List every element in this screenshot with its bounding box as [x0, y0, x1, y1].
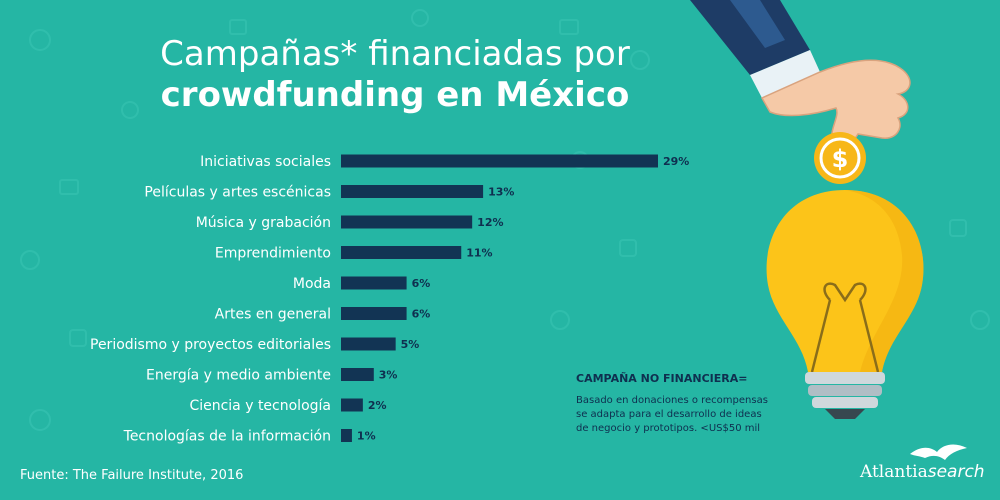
- bar: [341, 368, 374, 381]
- light-bulb-icon: [766, 190, 924, 419]
- value-label: 12%: [477, 216, 503, 229]
- category-label: Tecnologías de la información: [123, 429, 331, 445]
- bar: [341, 246, 462, 259]
- logo-part-2: search: [927, 462, 985, 482]
- value-label: 6%: [412, 308, 431, 321]
- dollar-coin-icon: $: [814, 132, 866, 184]
- value-label: 13%: [488, 186, 514, 199]
- note-line-3: de negocio y prototipos. <US$50 mil: [576, 423, 761, 434]
- category-label: Películas y artes escénicas: [144, 185, 331, 201]
- value-label: 29%: [663, 155, 689, 168]
- category-label: Ciencia y tecnología: [189, 398, 331, 414]
- value-label: 1%: [357, 430, 376, 443]
- note-line-2: se adapta para el desarrollo de ideas: [576, 409, 762, 420]
- source-credit: Fuente: The Failure Institute, 2016: [20, 468, 244, 483]
- value-label: 2%: [368, 399, 387, 412]
- bar: [341, 337, 396, 351]
- category-label: Moda: [293, 276, 331, 292]
- bar: [341, 276, 407, 290]
- bar: [341, 429, 352, 442]
- value-label: 6%: [412, 277, 431, 290]
- bar: [341, 307, 407, 320]
- category-label: Música y grabación: [196, 215, 331, 231]
- bar: [341, 154, 658, 168]
- category-label: Artes en general: [215, 307, 331, 323]
- note-line-1: Basado en donaciones o recompensas: [576, 395, 768, 406]
- hand-coin-bulb-illustration: $: [690, 0, 924, 419]
- bar: [341, 185, 484, 198]
- title-line-1: Campañas* financiadas por: [160, 34, 630, 74]
- title-line-2: crowdfunding en México: [160, 74, 630, 115]
- category-label: Periodismo y proyectos editoriales: [90, 337, 331, 353]
- logo-bird-icon: [910, 444, 967, 460]
- value-label: 11%: [466, 247, 492, 260]
- chart-title: Campañas* financiadas por crowdfunding e…: [0, 34, 790, 116]
- logo-part-1: Atlantia: [860, 462, 928, 482]
- hand-icon: [760, 59, 911, 149]
- sleeve-icon: [690, 0, 820, 98]
- brand-logo: Atlantiasearch: [860, 462, 985, 482]
- note-box: CAMPAÑA NO FINANCIERA= Basado en donacio…: [576, 372, 786, 436]
- value-label: 5%: [401, 338, 420, 351]
- category-label: Emprendimiento: [215, 246, 331, 262]
- svg-text:$: $: [832, 145, 849, 173]
- note-title: CAMPAÑA NO FINANCIERA=: [576, 372, 748, 385]
- bar: [341, 398, 363, 412]
- category-label: Iniciativas sociales: [200, 154, 331, 170]
- category-label: Energía y medio ambiente: [146, 368, 331, 384]
- value-label: 3%: [379, 369, 398, 382]
- bar: [341, 215, 473, 229]
